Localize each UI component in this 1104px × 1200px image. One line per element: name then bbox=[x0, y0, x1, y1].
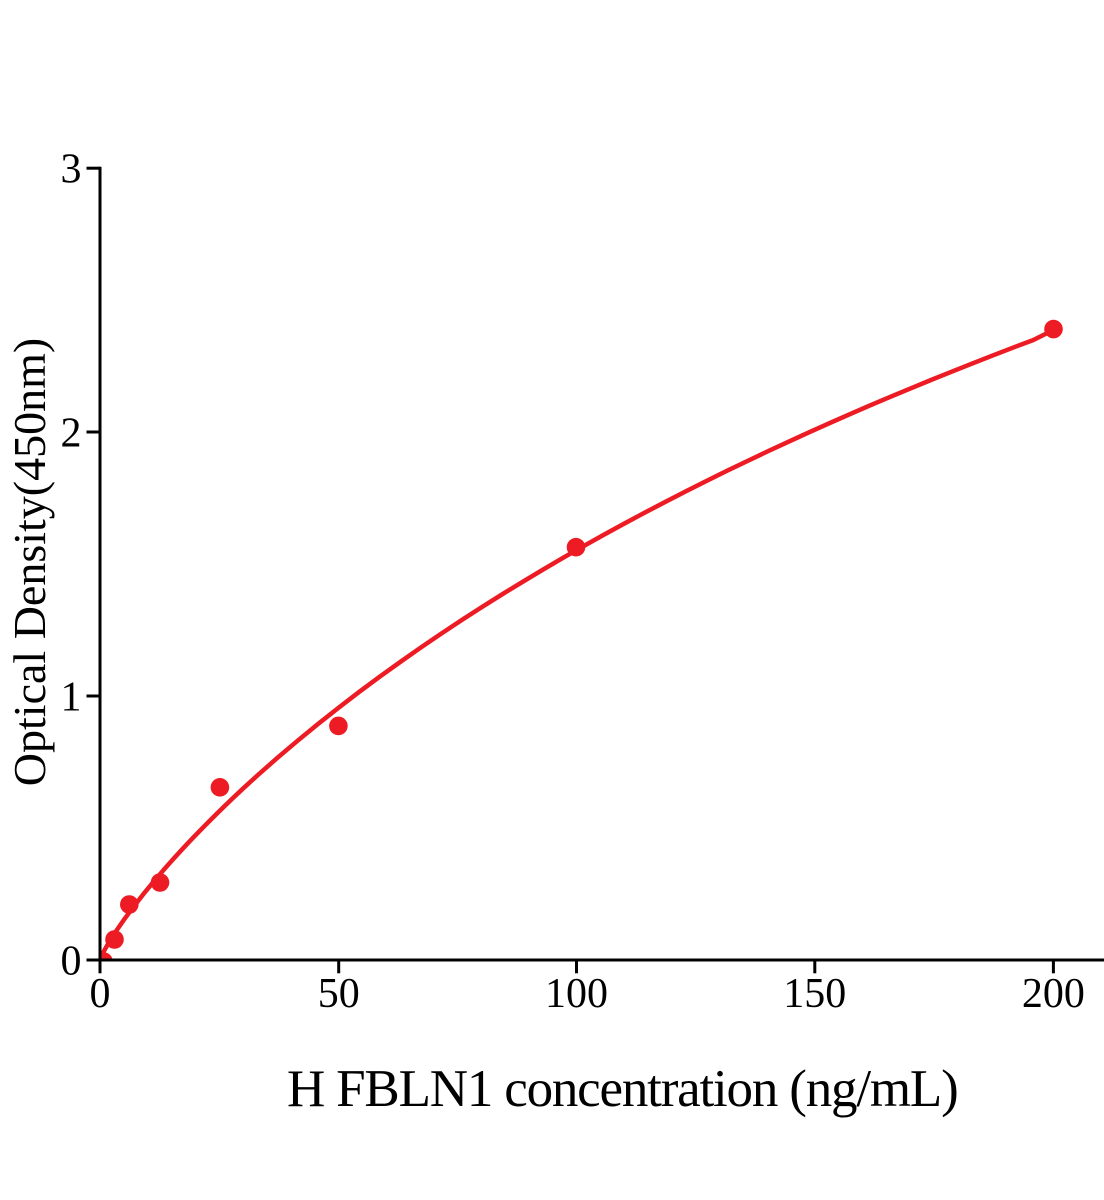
svg-text:0: 0 bbox=[61, 938, 82, 984]
svg-text:50: 50 bbox=[318, 971, 360, 1017]
svg-text:150: 150 bbox=[783, 971, 846, 1017]
svg-text:100: 100 bbox=[545, 971, 608, 1017]
svg-text:Optical Density(450nm): Optical Density(450nm) bbox=[4, 338, 55, 786]
svg-text:0: 0 bbox=[90, 971, 111, 1017]
svg-text:2: 2 bbox=[61, 410, 82, 456]
svg-text:200: 200 bbox=[1022, 971, 1085, 1017]
svg-text:3: 3 bbox=[61, 147, 82, 193]
svg-text:H FBLN1 concentration (ng/mL): H FBLN1 concentration (ng/mL) bbox=[287, 1060, 958, 1118]
svg-text:1: 1 bbox=[61, 674, 82, 720]
